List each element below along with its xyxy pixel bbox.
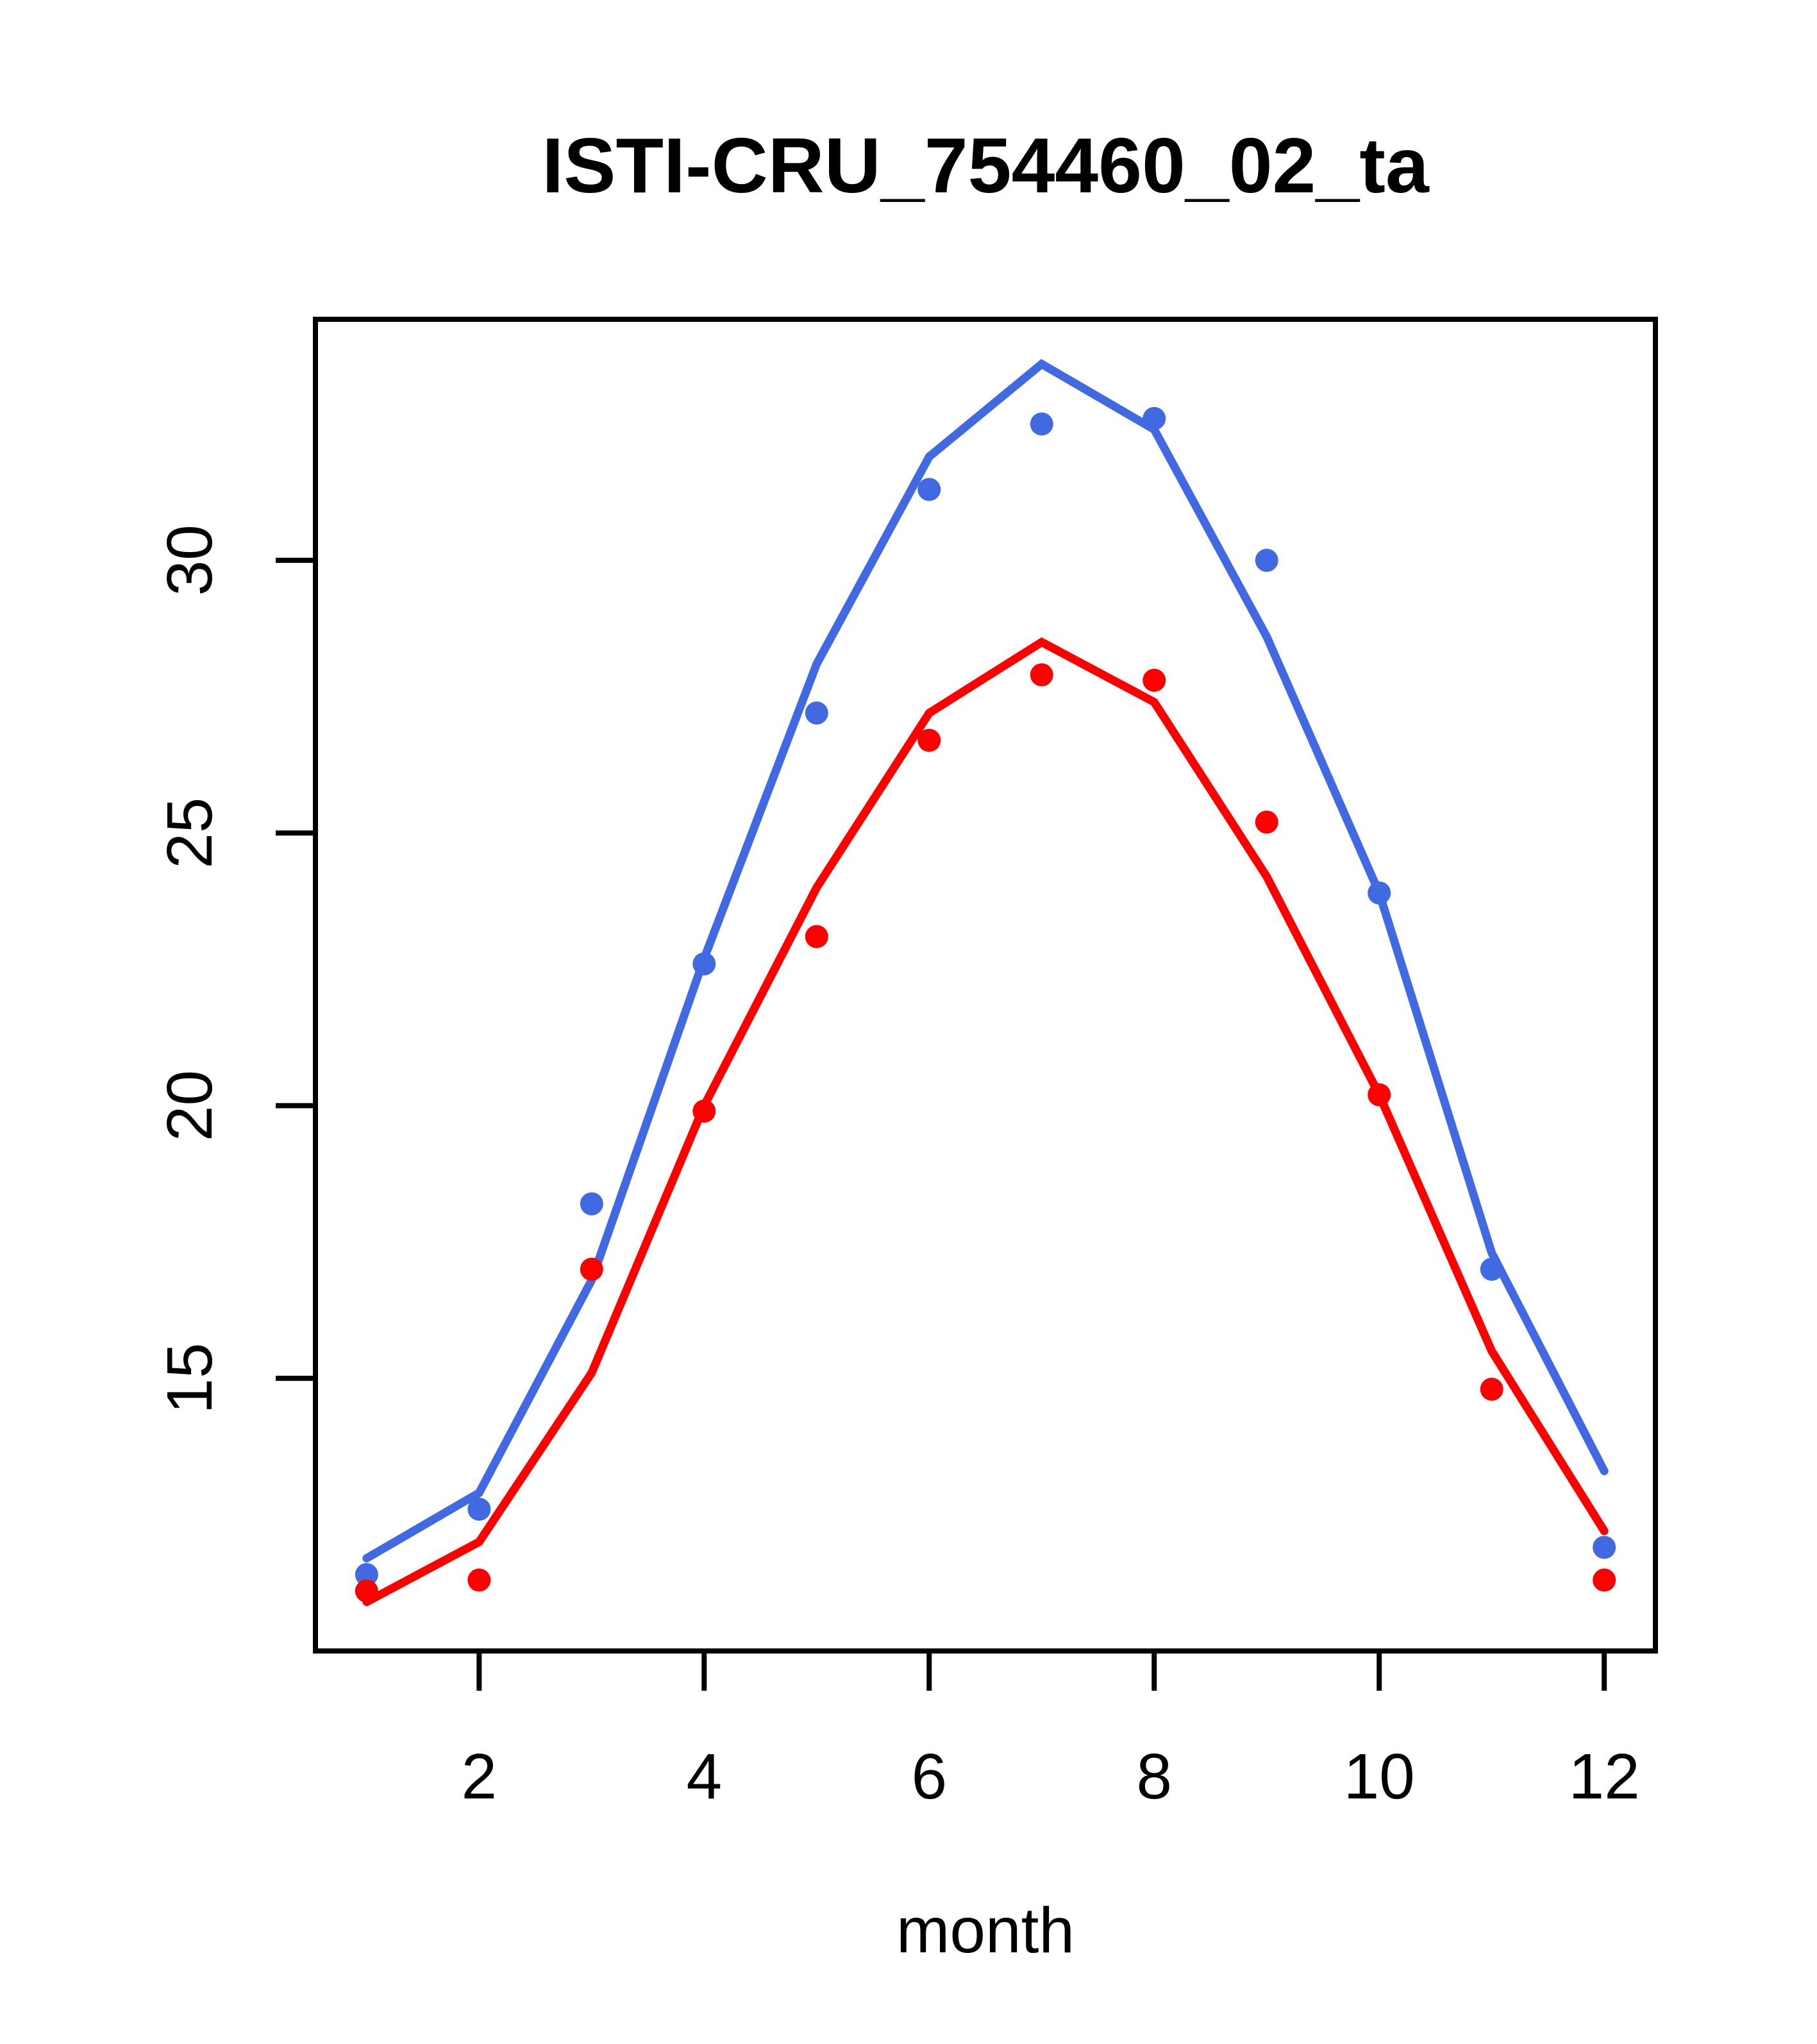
x-tick-label-8: 8: [1136, 1741, 1172, 1813]
series-red-points: [355, 663, 1616, 1603]
plot-box: [313, 317, 1658, 1654]
x-tick-label-10: 10: [1344, 1741, 1415, 1813]
point-blue-points-m10: [1368, 881, 1391, 905]
point-red-points-m5: [805, 925, 828, 948]
point-blue-points-m4: [692, 952, 716, 976]
point-red-points-m1: [355, 1579, 378, 1603]
series-blue-line: [362, 358, 1609, 1562]
point-blue-points-m5: [805, 701, 828, 725]
point-blue-points-m3: [580, 1192, 603, 1216]
axis-layer: 2 4 6 8 10 12 15 20 25 30: [154, 317, 1658, 1813]
point-red-points-m3: [580, 1257, 603, 1281]
y-tick-label-20: 20: [154, 1070, 226, 1141]
point-red-points-m9: [1255, 810, 1278, 834]
point-blue-points-m9: [1255, 548, 1278, 572]
y-tick-label-25: 25: [154, 798, 226, 869]
x-tick-label-6: 6: [911, 1741, 947, 1813]
y-tick-label-15: 15: [154, 1343, 226, 1414]
series-red-line: [362, 637, 1609, 1606]
point-red-points-m10: [1368, 1083, 1391, 1107]
x-tick-label-4: 4: [686, 1741, 722, 1813]
point-blue-points-m6: [917, 478, 941, 501]
series-blue-points: [355, 406, 1616, 1586]
chart-title: ISTI-CRU_754460_02_ta: [542, 122, 1430, 209]
point-red-points-m4: [692, 1099, 716, 1123]
point-red-points-m7: [1030, 663, 1053, 687]
point-blue-points-m2: [467, 1497, 491, 1521]
point-red-points-m6: [917, 728, 941, 752]
point-red-points-m2: [467, 1568, 491, 1592]
x-tick-label-12: 12: [1569, 1741, 1640, 1813]
point-red-points-m8: [1143, 669, 1166, 692]
point-blue-points-m12: [1593, 1536, 1616, 1559]
y-tick-label-30: 30: [154, 524, 226, 596]
data-layer: [355, 358, 1616, 1606]
point-red-points-m12: [1593, 1568, 1616, 1592]
x-axis-label: month: [896, 1895, 1075, 1966]
point-blue-points-m8: [1143, 406, 1166, 430]
point-blue-points-m7: [1030, 412, 1053, 436]
point-blue-points-m11: [1480, 1257, 1503, 1281]
point-red-points-m11: [1480, 1377, 1503, 1401]
x-tick-label-2: 2: [462, 1741, 498, 1813]
point-blue-points-m1: [355, 1562, 378, 1586]
